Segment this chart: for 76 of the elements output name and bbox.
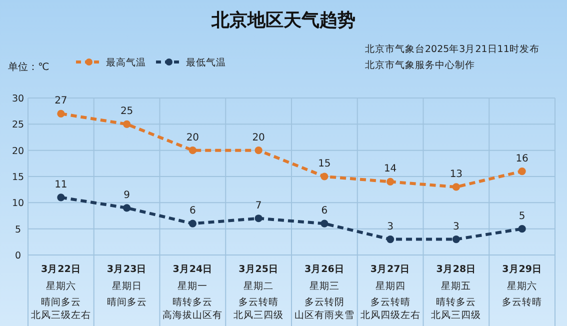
text: 北风四级左右: [360, 309, 420, 321]
text: 星期四: [375, 280, 406, 292]
text: 北风三级左右: [30, 309, 91, 321]
text: 多云转晴: [238, 296, 279, 308]
text: 山区有雨夹雪: [294, 309, 354, 321]
data-label: 7: [255, 200, 262, 212]
x-tick-label: 3月26日: [304, 264, 344, 275]
y-tick-label: 0: [14, 250, 22, 262]
text: 星期二: [244, 280, 274, 292]
data-label: 6: [321, 206, 328, 217]
text: 晴转多云: [172, 296, 213, 308]
text: 多云转阴: [304, 296, 344, 308]
data-label: 6: [190, 206, 196, 217]
y-tick-label: 15: [12, 172, 24, 183]
x-tick-label: 3月27日: [370, 264, 410, 275]
data-label: 16: [516, 153, 528, 164]
legend-label: 最低气温: [186, 56, 226, 68]
point: [57, 194, 65, 202]
text: 星期六: [46, 280, 76, 292]
data-label: 3: [453, 221, 460, 232]
text: 北风三四级: [234, 309, 284, 321]
point: [320, 172, 328, 180]
y-tick-label: 25: [12, 120, 24, 131]
text: 星期六: [507, 280, 538, 292]
最低气温: 11 9 6 7 6 3 3 5: [54, 179, 526, 244]
point: [188, 146, 196, 154]
data-label: 13: [450, 168, 463, 180]
x-tick-label: 3月28日: [436, 264, 476, 275]
text: 高海拔山区有: [162, 309, 223, 321]
data-label: 14: [384, 164, 397, 175]
text: 星期日: [112, 280, 142, 292]
point: [254, 214, 262, 222]
point: [123, 204, 131, 212]
point: [386, 236, 394, 244]
point: [518, 167, 526, 176]
data-label: 15: [318, 158, 331, 170]
data-label: 20: [186, 132, 200, 144]
point: [57, 110, 65, 118]
x-tick-label: 3月23日: [106, 264, 147, 275]
x-tick-label: 3月24日: [172, 264, 213, 275]
point: [518, 225, 526, 233]
text: 星期三: [309, 280, 340, 292]
point: [254, 146, 262, 154]
y-tick-label: 20: [12, 146, 24, 157]
text: 晴间多云: [106, 296, 147, 308]
x-tick-label: 3月25日: [238, 264, 278, 275]
data-label: 25: [120, 106, 134, 118]
text: 星期一: [178, 280, 208, 292]
data-label: 20: [252, 132, 265, 144]
data-label: 5: [518, 210, 526, 222]
text: 多云转晴: [370, 296, 410, 308]
chart-title: 北京地区天气趋势: [210, 10, 356, 31]
text: 晴转多云: [436, 296, 476, 308]
x-tick-label: 3月22日: [41, 264, 81, 275]
point: [320, 220, 328, 228]
y-tick-label: 30: [12, 94, 24, 104]
text: 多云转晴: [502, 296, 542, 308]
text: 北京市气象台2025年3月21日11时发布: [365, 43, 540, 55]
y-axis-title: 单位：℃: [8, 61, 50, 73]
point: [452, 183, 460, 191]
data-label: 11: [54, 179, 68, 190]
x-tick-label: 3月29日: [502, 264, 542, 275]
y-tick-label: 5: [14, 224, 22, 236]
text: 北京市气象服务中心制作: [365, 59, 475, 71]
point: [452, 236, 460, 244]
data-label: 27: [54, 96, 68, 107]
legend-label: 最高气温: [106, 56, 146, 68]
data-label: 9: [124, 190, 130, 201]
data-label: 3: [387, 221, 394, 232]
point: [386, 178, 394, 186]
text: 北风三四级: [431, 309, 482, 321]
point: [123, 120, 131, 128]
text: 晴间多云: [40, 296, 81, 308]
text: 星期五: [441, 280, 472, 292]
y-tick-label: 10: [12, 198, 24, 210]
point: [188, 220, 196, 228]
